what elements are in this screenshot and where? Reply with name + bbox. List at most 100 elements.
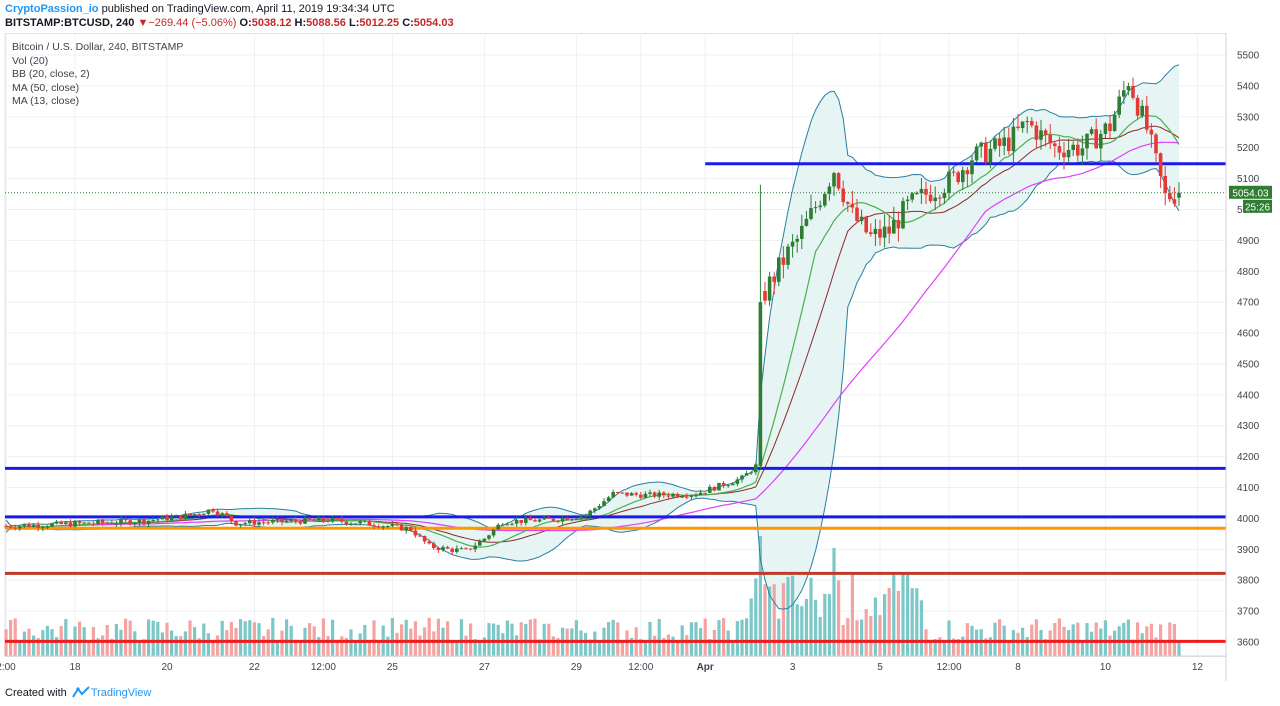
volume-bar: [961, 636, 965, 656]
volume-bar: [984, 638, 988, 656]
legend-ma50[interactable]: MA (50, close): [12, 81, 80, 94]
volume-bar: [142, 639, 146, 656]
candle-body: [671, 493, 675, 497]
candle-body: [100, 520, 105, 523]
volume-bar: [183, 631, 187, 656]
volume-bar: [795, 604, 799, 656]
volume-bar: [777, 618, 781, 656]
candle-body: [36, 524, 40, 528]
low-value: 5012.25: [359, 17, 400, 29]
candle-body: [225, 513, 229, 517]
time-tick-label: 10: [1100, 662, 1112, 673]
volume-bar: [1140, 633, 1144, 656]
volume-bar: [377, 640, 381, 656]
volume-bar: [298, 641, 302, 656]
volume-bar: [137, 639, 141, 656]
volume-bar: [1122, 622, 1126, 656]
candle-body: [59, 521, 63, 525]
countdown-tag: [1243, 199, 1272, 213]
volume-bar: [804, 598, 808, 656]
volume-bar: [101, 635, 105, 656]
price-tick-label: 3600: [1237, 638, 1260, 649]
candle-body: [763, 291, 767, 301]
candle-body: [27, 524, 31, 527]
volume-bar: [749, 598, 753, 656]
candle-body: [1089, 129, 1094, 134]
volume-bar: [78, 621, 82, 656]
legend-volume[interactable]: Vol (20): [12, 54, 49, 67]
candle-body: [8, 526, 13, 528]
legend-ma13[interactable]: MA (13, close): [12, 95, 80, 107]
candle-body: [422, 535, 427, 542]
price-chart[interactable]: 3600 3700 3800 3900 4000 4100 4200 4300 4400 4500…: [0, 33, 1280, 681]
candle-body: [804, 218, 809, 226]
candle-body: [1122, 90, 1126, 97]
candle-body: [1112, 114, 1117, 132]
candle-body: [823, 193, 827, 206]
tradingview-brand-link[interactable]: TradingView: [90, 687, 152, 699]
candle-body: [547, 517, 551, 519]
volume-bar: [354, 641, 358, 656]
volume-bar: [722, 618, 726, 656]
candle-body: [248, 520, 252, 524]
candle-body: [1057, 146, 1062, 153]
candle-body: [666, 495, 671, 497]
volume-bar: [901, 572, 905, 656]
volume-bar: [326, 635, 330, 656]
candle-body: [1034, 125, 1039, 140]
author-link[interactable]: CryptoPassion_io: [5, 3, 99, 15]
volume-bar: [413, 621, 417, 656]
time-tick-label: 18: [69, 662, 81, 673]
volume-bar: [1085, 623, 1089, 656]
candle-body: [18, 526, 22, 529]
volume-bar: [459, 619, 463, 656]
candle-body: [570, 519, 574, 521]
volume-bar: [294, 639, 298, 656]
volume-bar: [32, 635, 36, 656]
candle-body: [1080, 148, 1085, 156]
candle-body: [698, 492, 703, 496]
volume-bar: [717, 620, 721, 656]
candle-body: [537, 519, 542, 522]
candle-body: [1131, 86, 1135, 98]
candle-body: [1158, 153, 1163, 176]
volume-bar: [36, 638, 40, 656]
volume-bar: [1025, 637, 1029, 656]
volume-bar: [510, 623, 514, 656]
volume-bar: [335, 639, 339, 656]
volume-bar: [827, 594, 831, 656]
legend-bollinger[interactable]: BB (20, close, 2): [12, 68, 90, 80]
candle-body: [767, 276, 772, 301]
volume-bar: [938, 637, 942, 656]
candle-body: [781, 257, 786, 265]
volume-bar: [791, 575, 795, 656]
candle-body: [841, 188, 845, 203]
candle-body: [689, 495, 694, 498]
time-tick-label: 20: [161, 662, 173, 673]
candle-body: [1163, 175, 1167, 193]
price-change: −269.44 (−5.06%): [148, 17, 237, 29]
candle-body: [390, 524, 395, 526]
time-tick-label: 8: [1015, 662, 1021, 673]
ohlc-header: BITSTAMP:BTCUSD, 240 ▼−269.44 (−5.06%) O…: [5, 16, 454, 30]
volume-bar: [147, 619, 151, 656]
time-tick-label: 12:00: [311, 662, 336, 673]
price-tick-label: 4000: [1237, 514, 1260, 525]
candle-body: [22, 524, 27, 527]
volume-bar: [367, 641, 371, 656]
volume-bar: [216, 635, 220, 656]
volume-bar: [386, 636, 390, 656]
publish-header: CryptoPassion_io published on TradingVie…: [5, 3, 395, 16]
candle-body: [505, 524, 510, 526]
candle-body: [514, 520, 519, 524]
volume-bar: [611, 619, 615, 656]
tradingview-logo-icon: [71, 686, 90, 698]
candle-body: [386, 525, 390, 527]
candle-body: [1062, 152, 1066, 158]
candle-body: [501, 524, 505, 526]
volume-bar: [1094, 622, 1098, 656]
candle-body: [869, 232, 873, 235]
volume-bar: [832, 548, 836, 656]
candle-body: [1108, 123, 1112, 132]
volume-bar: [745, 618, 749, 656]
